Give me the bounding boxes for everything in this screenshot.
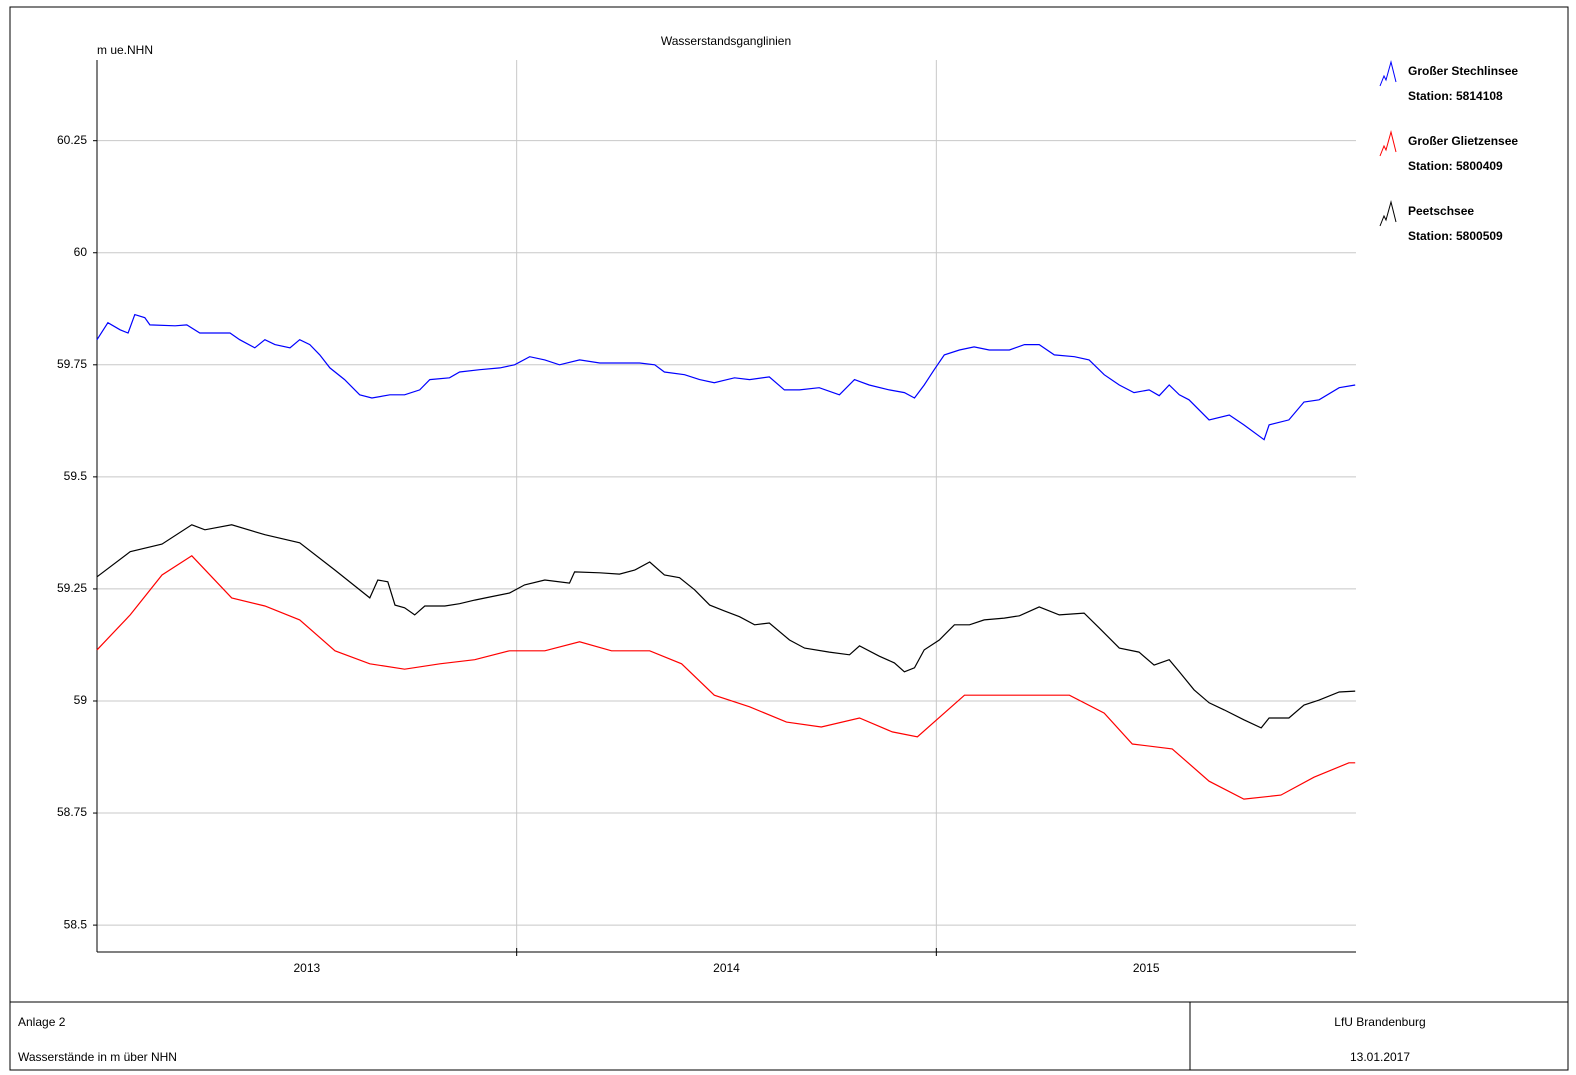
legend-icon bbox=[1379, 60, 1397, 87]
footer-text: Wasserstände in m über NHN bbox=[18, 1050, 177, 1064]
x-tick-label: 2015 bbox=[1133, 961, 1160, 975]
legend-label: Großer Glietzensee bbox=[1408, 134, 1518, 148]
legend-icon bbox=[1379, 130, 1397, 157]
footer-text: LfU Brandenburg bbox=[1334, 1015, 1425, 1029]
chart-title: Wasserstandsganglinien bbox=[661, 34, 791, 48]
y-tick-label: 60 bbox=[74, 245, 88, 259]
y-tick-label: 58.5 bbox=[64, 917, 88, 931]
y-tick-label: 59.75 bbox=[57, 357, 87, 371]
legend-station: Station: 5814108 bbox=[1408, 89, 1503, 103]
x-tick-label: 2013 bbox=[293, 961, 320, 975]
footer-text: 13.01.2017 bbox=[1350, 1050, 1410, 1064]
legend-label: Großer Stechlinsee bbox=[1408, 64, 1518, 78]
footer-text: Anlage 2 bbox=[18, 1015, 66, 1029]
series-line bbox=[96, 524, 1356, 729]
y-tick-label: 59 bbox=[74, 693, 88, 707]
legend-station: Station: 5800509 bbox=[1408, 229, 1503, 243]
legend-station: Station: 5800409 bbox=[1408, 159, 1503, 173]
series-line bbox=[96, 555, 1356, 800]
frame bbox=[9, 6, 1569, 1071]
x-tick-label: 2014 bbox=[713, 961, 740, 975]
legend-icon bbox=[1379, 200, 1397, 227]
y-tick-label: 59.5 bbox=[64, 469, 88, 483]
y-tick-label: 59.25 bbox=[57, 581, 87, 595]
legend-label: Peetschsee bbox=[1408, 204, 1474, 218]
y-tick-label: 58.75 bbox=[57, 805, 87, 819]
y-tick-label: 60.25 bbox=[57, 133, 87, 147]
y-axis-label: m ue.NHN bbox=[97, 43, 153, 57]
series-line bbox=[96, 313, 1356, 441]
